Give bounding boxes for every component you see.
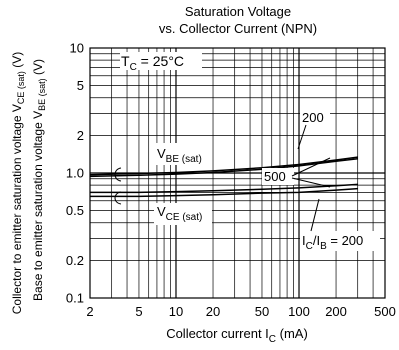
x-tick-label: 500 (374, 304, 396, 319)
series-line-4 (90, 187, 358, 198)
plot-frame (89, 47, 386, 299)
x-tick-label: 20 (206, 304, 220, 319)
ratio-bottom-label: IC/IB = 200 (302, 233, 363, 252)
series-line-3 (90, 183, 358, 194)
y-tick-labels: 0.1 0.2 0.5 1.0 2 5 10 (66, 41, 84, 306)
chart-title-line2: vs. Collector Current (NPN) (159, 21, 317, 36)
vbe-label: VBE (sat) (157, 146, 202, 165)
ratio-200-top-leader (297, 124, 307, 150)
vce-bracket (114, 191, 122, 205)
series-lines (89, 156, 358, 198)
x-tick-label: 100 (288, 304, 310, 319)
series-line-2 (89, 158, 358, 178)
series-line-1 (89, 156, 358, 176)
y-axis-label-outer: Collector to emitter saturation voltage … (10, 52, 26, 314)
ratio-200-top-label: 200 (302, 110, 324, 125)
x-axis-label: Collector current IC (mA) (166, 326, 308, 345)
vce-label-bg (154, 203, 212, 225)
temperature-label: TC = 25°C (121, 53, 184, 73)
x-tick-label: 200 (325, 304, 347, 319)
x-tick-label: 2 (86, 304, 93, 319)
vbe-bracket (114, 167, 122, 182)
ratio-500-leader-up (291, 157, 331, 177)
ratio-bottom-leader (310, 198, 320, 232)
ratio-200-top-bg (300, 109, 330, 126)
y-tick-label: 0.5 (66, 203, 84, 218)
temp-label-bg (120, 52, 202, 70)
ratio-bottom-bg (300, 231, 380, 251)
y-tick-label: 1.0 (66, 166, 84, 181)
y-tick-label: 2 (77, 128, 84, 143)
x-tick-label: 50 (255, 304, 269, 319)
x-tick-label: 5 (135, 304, 142, 319)
ratio-500-leader-down (291, 177, 331, 188)
y-tick-label: 5 (77, 78, 84, 93)
y-tick-label: 10 (70, 41, 84, 56)
y-tick-label: 0.2 (66, 253, 84, 268)
x-tick-label: 10 (169, 304, 183, 319)
chart-title-line1: Saturation Voltage (185, 4, 291, 19)
ratio-500-bg (262, 168, 294, 185)
vbe-label-bg (154, 143, 212, 165)
y-axis-label-inner: Base to emitter saturation voltage VBE (… (31, 59, 47, 301)
x-tick-labels: 2 5 10 20 50 100 200 500 (86, 304, 395, 319)
y-tick-label: 0.1 (66, 291, 84, 306)
ratio-500-label: 500 (264, 169, 286, 184)
vce-label: VCE (sat) (157, 204, 202, 223)
